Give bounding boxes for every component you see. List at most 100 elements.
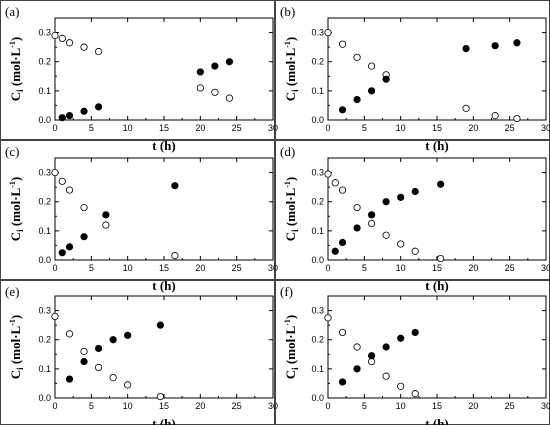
x-axis-label: t (h) xyxy=(152,416,175,425)
x-tick-label: 25 xyxy=(232,263,242,273)
open-point xyxy=(514,115,520,121)
filled-point xyxy=(412,188,418,194)
y-tick-label: 0.3 xyxy=(311,168,324,178)
open-point xyxy=(110,374,116,380)
open-point xyxy=(66,187,72,193)
y-axis-label-exponent: -1 xyxy=(8,181,17,188)
open-point xyxy=(66,331,72,337)
x-tick-label: 5 xyxy=(362,123,367,133)
filled-point xyxy=(95,104,101,110)
x-tick-label: 0 xyxy=(52,123,57,133)
filled-point xyxy=(383,76,389,82)
filled-point xyxy=(354,366,360,372)
x-tick-label: 5 xyxy=(362,401,367,411)
open-point xyxy=(383,232,389,238)
y-tick-label: 0.2 xyxy=(38,335,51,345)
y-axis-label-exponent: -1 xyxy=(283,41,292,48)
filled-point xyxy=(95,345,101,351)
filled-point xyxy=(368,212,374,218)
y-axis-label: Ci (mol·L-1) xyxy=(8,177,25,241)
filled-point xyxy=(59,114,65,120)
y-axis-label-close: ) xyxy=(283,177,298,181)
filled-point xyxy=(368,353,374,359)
y-tick-label: 0.1 xyxy=(38,364,51,374)
filled-point xyxy=(226,59,232,65)
open-point xyxy=(81,204,87,210)
open-point xyxy=(325,171,331,177)
y-tick-label: 0.1 xyxy=(311,226,324,236)
x-tick-label: 30 xyxy=(541,263,550,273)
y-axis-label-unit: (mol·L xyxy=(283,47,298,89)
open-point xyxy=(59,178,65,184)
filled-point xyxy=(397,194,403,200)
filled-point xyxy=(463,45,469,51)
filled-point xyxy=(332,248,338,254)
open-point xyxy=(463,105,469,111)
open-point xyxy=(172,252,178,258)
x-tick-label: 15 xyxy=(159,123,169,133)
y-axis-label-close: ) xyxy=(283,315,298,319)
y-tick-label: 0.2 xyxy=(311,197,324,207)
y-tick-label: 0.0 xyxy=(38,393,51,403)
filled-point xyxy=(212,63,218,69)
open-point xyxy=(397,241,403,247)
open-point xyxy=(59,35,65,41)
y-tick-label: 0.3 xyxy=(311,28,324,38)
y-axis-label-exponent: -1 xyxy=(8,41,17,48)
y-tick-label: 0.0 xyxy=(311,393,324,403)
open-point xyxy=(368,220,374,226)
y-axis-label-symbol: C xyxy=(8,370,23,379)
plot-frame xyxy=(328,158,546,260)
y-axis-label: Ci (mol·L-1) xyxy=(283,177,300,241)
filled-point xyxy=(81,233,87,239)
filled-point xyxy=(437,181,443,187)
y-axis-label-symbol: C xyxy=(283,370,298,379)
x-tick-label: 20 xyxy=(468,123,478,133)
filled-point xyxy=(339,379,345,385)
x-tick-label: 20 xyxy=(468,401,478,411)
open-point xyxy=(354,54,360,60)
open-point xyxy=(492,112,498,118)
open-point xyxy=(325,315,331,321)
x-tick-label: 25 xyxy=(505,401,515,411)
y-tick-label: 0.2 xyxy=(311,57,324,67)
y-axis-label: Ci (mol·L-1) xyxy=(8,37,25,101)
filled-point xyxy=(354,225,360,231)
open-point xyxy=(157,393,163,399)
plot-frame xyxy=(55,296,273,398)
x-tick-label: 10 xyxy=(396,263,406,273)
open-point xyxy=(52,169,58,175)
filled-point xyxy=(103,212,109,218)
filled-point xyxy=(339,107,345,113)
y-axis-label-exponent: -1 xyxy=(8,319,17,326)
x-tick-label: 5 xyxy=(362,263,367,273)
filled-point xyxy=(492,42,498,48)
filled-point xyxy=(383,344,389,350)
y-tick-label: 0.1 xyxy=(38,226,51,236)
y-tick-label: 0.3 xyxy=(38,28,51,38)
open-point xyxy=(66,40,72,46)
filled-point xyxy=(197,69,203,75)
plot-frame xyxy=(328,18,546,120)
x-tick-label: 0 xyxy=(52,263,57,273)
open-point xyxy=(397,383,403,389)
x-tick-label: 5 xyxy=(89,263,94,273)
filled-point xyxy=(172,182,178,188)
filled-point xyxy=(368,88,374,94)
y-axis-label-unit: (mol·L xyxy=(283,187,298,229)
y-axis-label-close: ) xyxy=(8,37,23,41)
x-tick-label: 10 xyxy=(123,123,133,133)
y-axis-label: Ci (mol·L-1) xyxy=(283,37,300,101)
open-point xyxy=(95,364,101,370)
filled-point xyxy=(59,250,65,256)
open-point xyxy=(226,95,232,101)
open-point xyxy=(332,180,338,186)
plot-frame xyxy=(55,18,273,120)
y-axis-label-symbol: C xyxy=(8,92,23,101)
filled-point xyxy=(354,96,360,102)
filled-point xyxy=(110,337,116,343)
